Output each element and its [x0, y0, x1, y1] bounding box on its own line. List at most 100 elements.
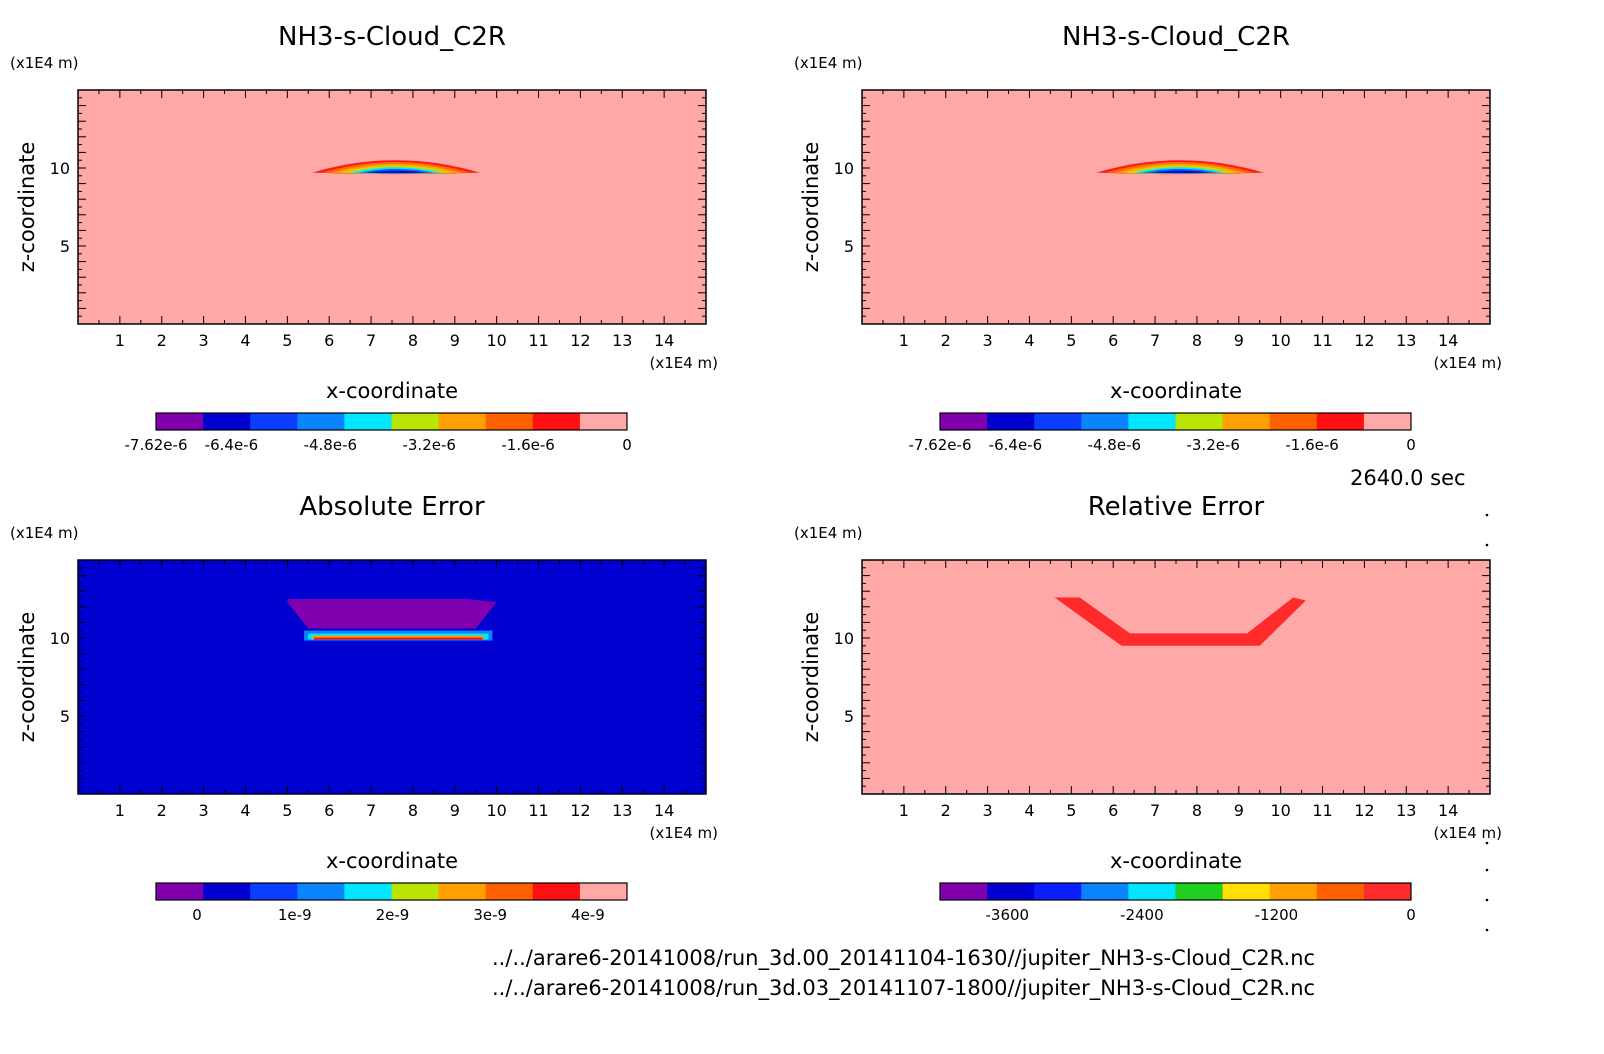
- x-tick-label: 11: [528, 331, 548, 350]
- x-tick-label: 7: [1150, 801, 1160, 820]
- x-tick-label: 7: [366, 801, 376, 820]
- y-axis-label: z-coordinate: [15, 612, 39, 743]
- relative-error-region: [1054, 597, 1306, 646]
- edge-dot: [1485, 928, 1489, 932]
- y-axis-label: z-coordinate: [799, 612, 823, 743]
- colorbar-segment: [297, 883, 345, 900]
- x-tick-label: 9: [1234, 331, 1244, 350]
- colorbar-segment: [297, 413, 345, 430]
- edge-dot: [1485, 898, 1489, 902]
- colorbar-segment: [250, 883, 298, 900]
- colorbar-segment: [438, 413, 487, 430]
- x-tick-label: 1: [899, 331, 909, 350]
- purple-error-region: [287, 599, 497, 629]
- colorbar-label: -3600: [985, 906, 1029, 924]
- colorbar-segment: [156, 883, 204, 900]
- y-axis-label: z-coordinate: [799, 142, 823, 273]
- x-axis-label: x-coordinate: [326, 849, 458, 873]
- colorbar-label: 1e-9: [278, 906, 312, 924]
- plot-background: [862, 90, 1490, 324]
- colorbar-segment: [203, 883, 251, 900]
- x-tick-label: 9: [450, 331, 460, 350]
- x-axis-label: x-coordinate: [1110, 849, 1242, 873]
- x-tick-label: 8: [408, 331, 418, 350]
- x-tick-label: 6: [1108, 331, 1118, 350]
- x-tick-label: 14: [654, 801, 674, 820]
- panel-2: NH3-s-Cloud_C2R(x1E4 m)1 2 3 4 5 6 7 8 9 10 11 12 13…: [794, 22, 1502, 454]
- colorbar-label: -4.8e-6: [304, 436, 357, 454]
- plot-field: [1096, 160, 1264, 175]
- x-tick-label: 14: [654, 331, 674, 350]
- plot-field: [287, 599, 497, 641]
- plot-background: [862, 560, 1490, 794]
- panel-title: Relative Error: [1088, 492, 1265, 522]
- x-tick-label: 10: [1270, 331, 1290, 350]
- colorbar-label: -3.2e-6: [402, 436, 455, 454]
- x-tick-label: 10: [486, 801, 506, 820]
- x-tick-label: 4: [240, 801, 250, 820]
- x-axis-label: x-coordinate: [1110, 379, 1242, 403]
- colorbar-segment: [438, 883, 487, 900]
- colorbar-segment: [344, 883, 392, 900]
- x-tick-label: 13: [1396, 331, 1416, 350]
- y-unit-label: (x1E4 m): [794, 54, 863, 72]
- colorbar-segment: [940, 883, 988, 900]
- x-tick-label: 11: [528, 801, 548, 820]
- x-tick-label: 4: [240, 331, 250, 350]
- x-tick-label: 13: [1396, 801, 1416, 820]
- x-tick-label: 4: [1024, 801, 1034, 820]
- colorbar-frame: [155, 882, 628, 901]
- colorbar-segment: [1081, 883, 1129, 900]
- time-label: 2640.0 sec: [1350, 466, 1466, 490]
- x-tick-label: 8: [1192, 801, 1202, 820]
- colorbar-label: -7.62e-6: [125, 436, 188, 454]
- x-unit-label: (x1E4 m): [649, 824, 718, 842]
- colorbar-label: 0: [192, 906, 202, 924]
- plot-field: [312, 160, 480, 175]
- plot-background: [78, 90, 706, 324]
- x-tick-label: 6: [324, 801, 334, 820]
- colorbar-label: -1.6e-6: [1285, 436, 1338, 454]
- error-band-inner: [312, 635, 485, 639]
- edge-dot: [1485, 841, 1489, 845]
- x-tick-label: 9: [450, 801, 460, 820]
- x-tick-label: 8: [408, 801, 418, 820]
- colorbar-segment: [1175, 413, 1224, 430]
- x-tick-label: 10: [1270, 801, 1290, 820]
- y-axis-label: z-coordinate: [15, 142, 39, 273]
- colorbar-segment: [532, 883, 581, 900]
- colorbar-label: 0: [1406, 436, 1416, 454]
- colorbar-frame: [939, 412, 1412, 431]
- x-tick-label: 3: [983, 331, 993, 350]
- x-tick-label: 8: [1192, 331, 1202, 350]
- colorbar-segment: [1034, 883, 1082, 900]
- x-tick-label: 5: [282, 331, 292, 350]
- colorbar-segment: [987, 883, 1035, 900]
- x-unit-label: (x1E4 m): [1433, 824, 1502, 842]
- y-tick-label: 5: [60, 237, 70, 256]
- y-tick-label: 5: [60, 707, 70, 726]
- colorbar-label: -7.62e-6: [909, 436, 972, 454]
- colorbar-segment: [1034, 413, 1082, 430]
- x-tick-label: 7: [366, 331, 376, 350]
- y-tick-label: 10: [834, 159, 854, 178]
- colorbar-label: -2400: [1120, 906, 1164, 924]
- x-tick-label: 3: [199, 331, 209, 350]
- colorbar-label: -3.2e-6: [1186, 436, 1239, 454]
- x-tick-label: 11: [1312, 331, 1332, 350]
- colorbar-segment: [485, 883, 534, 900]
- colorbar-segment: [1316, 883, 1365, 900]
- x-tick-label: 12: [1354, 331, 1374, 350]
- colorbar-segment: [1269, 413, 1318, 430]
- colorbar-segment: [156, 413, 204, 430]
- x-tick-label: 1: [115, 801, 125, 820]
- colorbar-segment: [1222, 413, 1271, 430]
- x-tick-label: 12: [1354, 801, 1374, 820]
- y-tick-label: 10: [834, 629, 854, 648]
- panel-title: NH3-s-Cloud_C2R: [278, 22, 506, 52]
- x-tick-label: 14: [1438, 801, 1458, 820]
- x-tick-label: 10: [486, 331, 506, 350]
- colorbar-segment: [1269, 883, 1318, 900]
- colorbar-label: 3e-9: [473, 906, 507, 924]
- x-tick-label: 6: [1108, 801, 1118, 820]
